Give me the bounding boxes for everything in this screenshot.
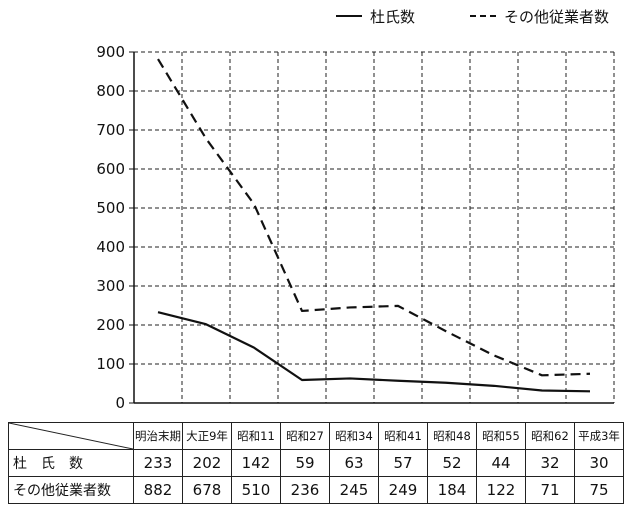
y-tick-label: 500 xyxy=(96,199,125,217)
corner-diagonal xyxy=(9,423,133,449)
table-header-cell: 昭和62 xyxy=(525,422,575,450)
y-tick-label: 800 xyxy=(96,82,125,100)
table-value-cell: 233 xyxy=(133,449,183,477)
table-header-cell: 昭和34 xyxy=(329,422,379,450)
y-tick-label: 200 xyxy=(96,316,125,334)
table-header-cell: 昭和27 xyxy=(280,422,330,450)
table-value-cell: 678 xyxy=(182,476,232,504)
table-header-cell: 昭和41 xyxy=(378,422,428,450)
table-header-cell: 明治末期 xyxy=(133,422,183,450)
table-row-label: 杜 氏 数 xyxy=(8,449,134,477)
table-value-cell: 75 xyxy=(574,476,624,504)
table-header-cell: 昭和55 xyxy=(476,422,526,450)
solid-line-swatch-icon xyxy=(336,15,362,17)
table-row: 杜 氏 数 233 202 142 59 63 57 52 44 32 30 xyxy=(8,449,624,477)
series-line-other-workers xyxy=(157,58,591,377)
y-tick-label: 700 xyxy=(96,121,125,139)
table-value-cell: 249 xyxy=(378,476,428,504)
y-tick-label: 600 xyxy=(96,160,125,178)
table-header-cell: 平成3年 xyxy=(574,422,624,450)
table-value-cell: 52 xyxy=(427,449,477,477)
y-tick-label: 900 xyxy=(96,43,125,61)
series-line-tojisu xyxy=(157,311,591,393)
table-value-cell: 30 xyxy=(574,449,624,477)
table-value-cell: 32 xyxy=(525,449,575,477)
table-value-cell: 57 xyxy=(378,449,428,477)
data-table: 明治末期 大正9年 昭和11 昭和27 昭和34 昭和41 昭和48 昭和55 昭和62 平成3年… xyxy=(8,422,624,504)
table-header-cell: 昭和48 xyxy=(427,422,477,450)
table-value-cell: 882 xyxy=(133,476,183,504)
table-corner-cell xyxy=(8,422,134,450)
legend-label: 杜氏数 xyxy=(370,7,416,26)
table-value-cell: 202 xyxy=(182,449,232,477)
table-row: その他従業者数 882 678 510 236 245 249 184 122 71 75 xyxy=(8,476,624,504)
table-value-cell: 142 xyxy=(231,449,281,477)
y-tick-label: 0 xyxy=(115,394,125,412)
table-header-row: 明治末期 大正9年 昭和11 昭和27 昭和34 昭和41 昭和48 昭和55 昭和62 平成3年 xyxy=(8,422,624,450)
table-header-cell: 昭和11 xyxy=(231,422,281,450)
table-row-label: その他従業者数 xyxy=(8,476,134,504)
table-value-cell: 184 xyxy=(427,476,477,504)
y-tick-label: 400 xyxy=(96,238,125,256)
table-value-cell: 510 xyxy=(231,476,281,504)
legend-label: その他従業者数 xyxy=(504,7,610,26)
table-value-cell: 44 xyxy=(476,449,526,477)
table-value-cell: 245 xyxy=(329,476,379,504)
line-chart-plot: 0 100 200 300 400 500 600 700 800 900 xyxy=(96,43,615,412)
dashed-line-swatch-icon xyxy=(470,15,496,17)
table-value-cell: 71 xyxy=(525,476,575,504)
legend-item-tojisu: 杜氏数 xyxy=(336,6,415,26)
y-tick-label: 300 xyxy=(96,277,125,295)
table-value-cell: 59 xyxy=(280,449,330,477)
table-header-cell: 大正9年 xyxy=(182,422,232,450)
table-value-cell: 122 xyxy=(476,476,526,504)
legend-item-other-workers: その他従業者数 xyxy=(470,6,609,26)
table-value-cell: 236 xyxy=(280,476,330,504)
table-value-cell: 63 xyxy=(329,449,379,477)
y-tick-label: 100 xyxy=(96,355,125,373)
